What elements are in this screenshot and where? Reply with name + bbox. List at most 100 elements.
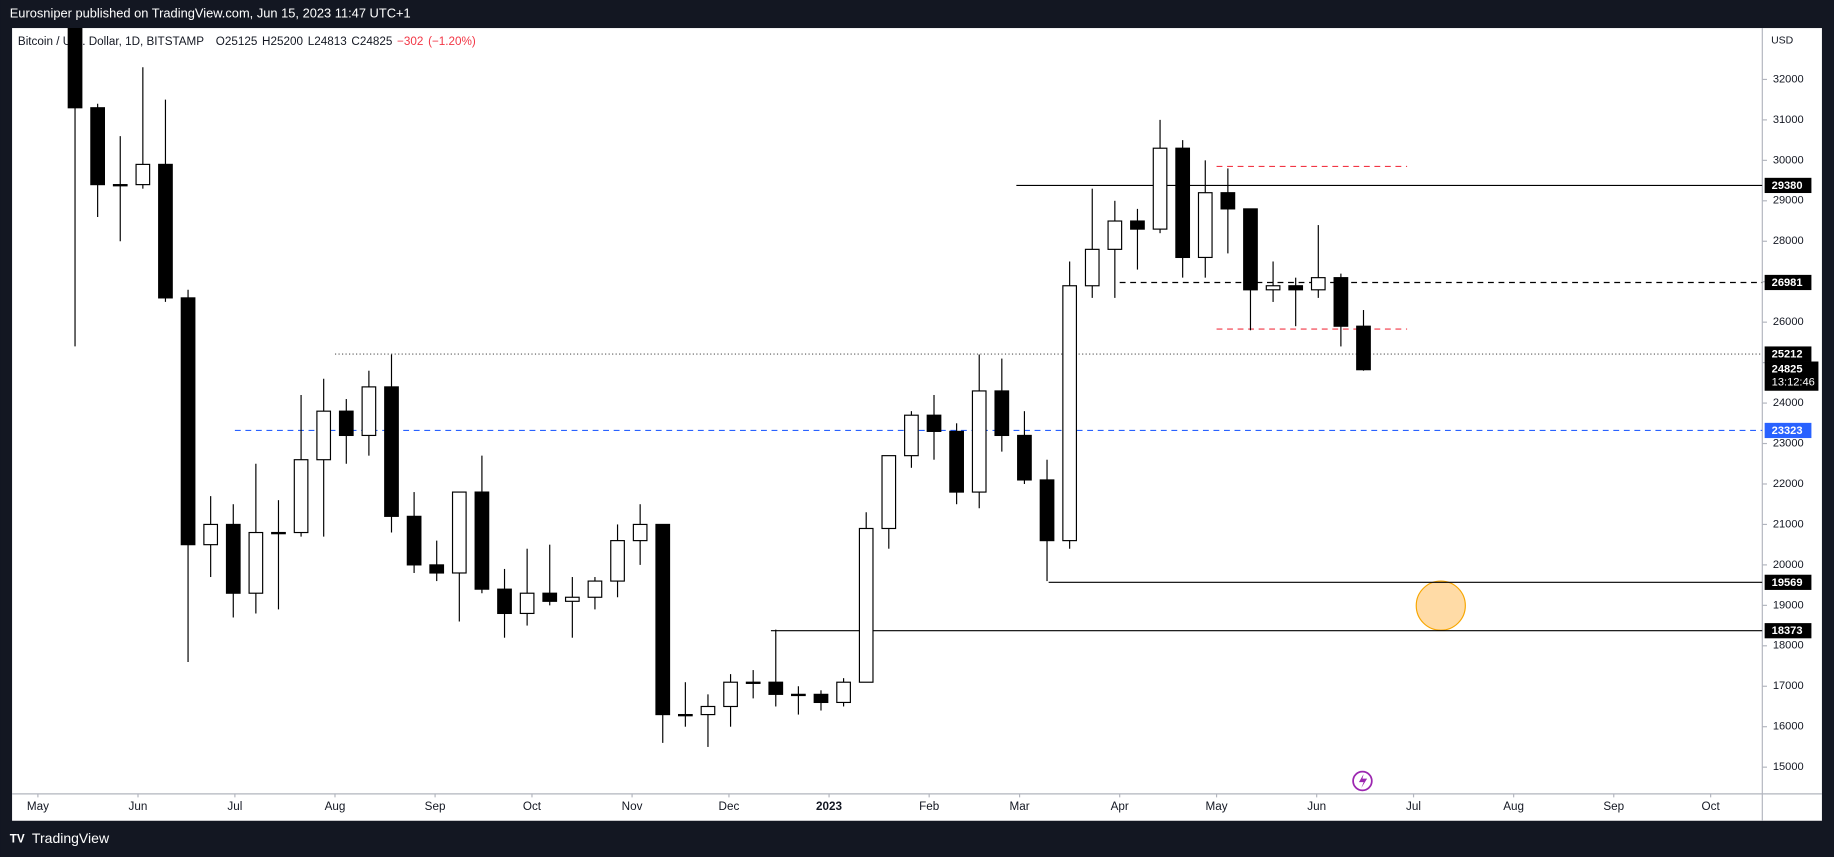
candle-body bbox=[1310, 277, 1326, 291]
candle-body bbox=[316, 410, 332, 461]
candle-body bbox=[655, 523, 671, 716]
candle-body bbox=[135, 163, 151, 186]
candle-body bbox=[293, 459, 309, 534]
candle-body bbox=[271, 531, 286, 535]
candle-body bbox=[429, 564, 445, 574]
y-tick-label: 32000 bbox=[1773, 73, 1804, 85]
ohlc-key: C bbox=[351, 35, 359, 48]
candle-body bbox=[1039, 479, 1055, 542]
candle-body bbox=[1220, 192, 1236, 210]
candle-body bbox=[112, 184, 128, 187]
candle-body bbox=[1130, 220, 1145, 230]
y-tick-label: 30000 bbox=[1773, 154, 1804, 166]
candle-body bbox=[1152, 147, 1168, 230]
candle-body bbox=[791, 693, 806, 697]
y-tick-label: 16000 bbox=[1773, 721, 1804, 733]
candle-body bbox=[723, 681, 738, 708]
ohlc-key: H bbox=[262, 35, 270, 48]
x-tick-label: Aug bbox=[1503, 800, 1524, 813]
candle-body bbox=[1356, 325, 1371, 371]
x-tick-label: Jun bbox=[129, 800, 148, 813]
x-tick-label: May bbox=[1206, 800, 1228, 813]
x-tick-label: Oct bbox=[1702, 800, 1721, 813]
y-tick-label: 20000 bbox=[1773, 559, 1804, 571]
change: −302 bbox=[397, 35, 423, 48]
x-tick-label: Apr bbox=[1111, 800, 1129, 813]
y-tick-label: 31000 bbox=[1773, 114, 1804, 126]
x-tick-label: Jun bbox=[1307, 800, 1326, 813]
ohlc-value: 24825 bbox=[360, 35, 393, 48]
x-tick-label: Aug bbox=[325, 800, 346, 813]
y-tick-label: 19000 bbox=[1773, 599, 1804, 611]
y-tick-label: 28000 bbox=[1773, 235, 1804, 247]
candle-body bbox=[384, 386, 399, 517]
ohlc-key: O bbox=[216, 35, 225, 48]
lightning-icon bbox=[1352, 770, 1373, 792]
candle-body bbox=[1243, 208, 1258, 291]
level-label-bg bbox=[1764, 346, 1812, 362]
x-tick-label: Nov bbox=[622, 800, 643, 813]
footer: TradingView bbox=[32, 830, 110, 846]
ohlc-value: 24813 bbox=[314, 35, 347, 48]
x-tick-label: Jul bbox=[227, 800, 242, 813]
level-label: 18373 bbox=[1772, 625, 1803, 637]
ohlc-value: 25200 bbox=[271, 35, 304, 48]
level-label: 23323 bbox=[1772, 425, 1803, 437]
candle-body bbox=[1265, 285, 1281, 291]
ohlc-value: 25125 bbox=[225, 35, 258, 48]
candle-body bbox=[1062, 285, 1078, 542]
level-label-bg bbox=[1764, 574, 1812, 590]
candle-body bbox=[1175, 147, 1191, 259]
candle-body bbox=[858, 527, 874, 683]
y-unit: USD bbox=[1771, 35, 1794, 47]
x-tick-label: Dec bbox=[719, 800, 740, 813]
tv-logo: TV bbox=[10, 833, 25, 846]
y-tick-label: 18000 bbox=[1773, 640, 1804, 652]
level-label-bg bbox=[1764, 274, 1812, 291]
y-tick-label: 29000 bbox=[1773, 195, 1804, 207]
x-tick-label: Mar bbox=[1010, 800, 1030, 813]
x-tick-label: Oct bbox=[523, 800, 542, 813]
x-tick-label: Feb bbox=[919, 800, 940, 813]
legend: Bitcoin / U.S. Dollar, 1D, BITSTAMP O 251… bbox=[18, 35, 476, 48]
level-label: 29380 bbox=[1772, 180, 1803, 192]
candle-body bbox=[926, 414, 942, 432]
level-label-bg bbox=[1764, 422, 1812, 439]
candle-body bbox=[1333, 277, 1349, 327]
candle-body bbox=[1107, 220, 1123, 250]
countdown: 13:12:46 bbox=[1772, 376, 1815, 388]
highlight-circle bbox=[1415, 580, 1466, 631]
candle-body bbox=[406, 515, 422, 566]
candle-body bbox=[451, 491, 467, 574]
candle-body bbox=[474, 491, 490, 590]
y-tick-label: 23000 bbox=[1773, 437, 1804, 449]
y-tick-label: 17000 bbox=[1773, 680, 1804, 692]
candle-body bbox=[1017, 434, 1032, 481]
candle-body bbox=[542, 592, 558, 602]
candle-body bbox=[971, 390, 987, 493]
y-tick-label: 15000 bbox=[1773, 761, 1804, 773]
candle-body bbox=[519, 592, 535, 615]
candle-body bbox=[610, 540, 625, 582]
level-label: 19569 bbox=[1772, 577, 1803, 589]
candle-body bbox=[180, 297, 196, 546]
x-tick-label: May bbox=[27, 800, 49, 813]
last-price-bg bbox=[1764, 361, 1819, 391]
change-pct: (−1.20%) bbox=[428, 35, 476, 48]
candle-body bbox=[564, 596, 580, 602]
candle-body bbox=[700, 705, 716, 716]
candle-body bbox=[158, 163, 173, 299]
candle-body bbox=[248, 531, 264, 594]
candle-body bbox=[497, 588, 512, 615]
candle-body bbox=[836, 681, 851, 704]
candle-body bbox=[67, 28, 83, 109]
x-tick-label: Jul bbox=[1406, 800, 1421, 813]
candle-body bbox=[949, 430, 964, 493]
header: Eurosniper published on TradingView.com,… bbox=[10, 5, 411, 20]
candle-body bbox=[338, 410, 354, 437]
candle-body bbox=[1084, 248, 1100, 287]
x-tick-label: Sep bbox=[425, 800, 446, 813]
candle-body bbox=[994, 390, 1010, 437]
candle-body bbox=[881, 455, 897, 530]
